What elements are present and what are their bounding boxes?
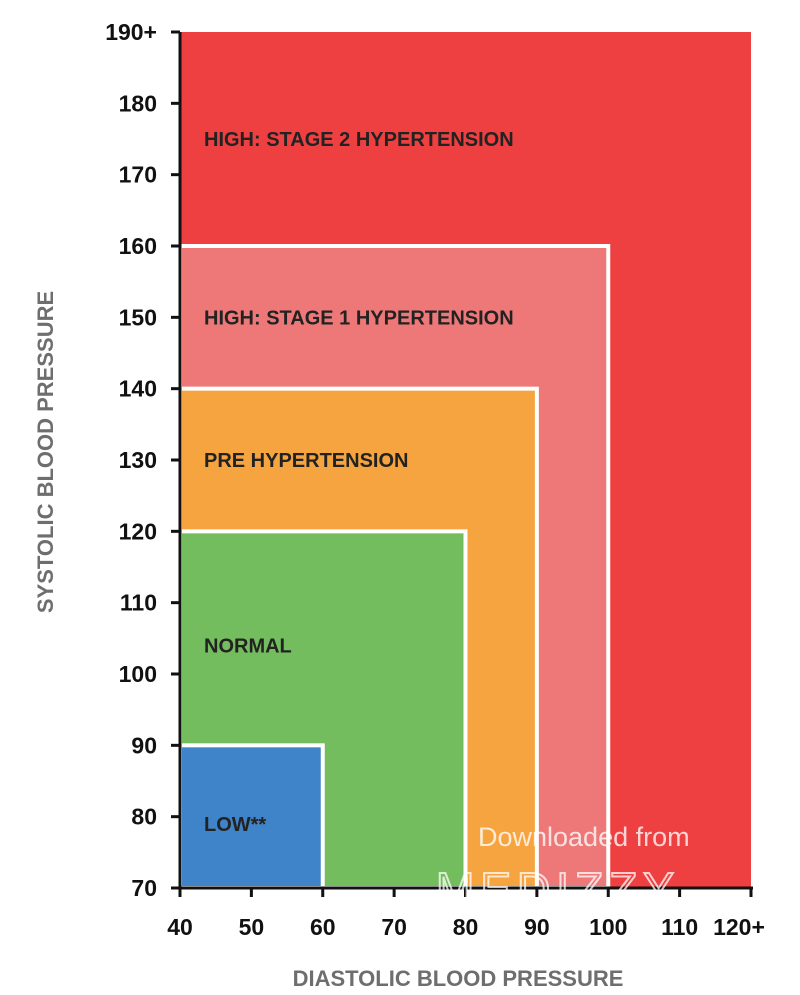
x-axis-title: DIASTOLIC BLOOD PRESSURE [293, 966, 624, 991]
zone-label-pre-hypertension: PRE HYPERTENSION [204, 450, 408, 472]
y-tick-label: 70 [131, 875, 157, 901]
y-tick-label: 80 [131, 804, 157, 830]
zone-label-high-stage-2-hypertension: HIGH: STAGE 2 HYPERTENSION [204, 129, 514, 151]
y-tick-label: 190+ [105, 19, 157, 45]
y-tick-label: 170 [119, 162, 157, 188]
x-tick-label: 90 [524, 914, 550, 940]
x-tick-label: 80 [453, 914, 479, 940]
y-tick-label: 180 [119, 90, 157, 116]
x-tick-label: 100 [589, 914, 627, 940]
x-tick-label: 40 [167, 914, 193, 940]
watermark-text: Downloaded from [478, 822, 690, 852]
y-tick-label: 100 [119, 661, 157, 687]
ticks-layer: 70 80 90 100 110 120 130 140 150 160 170 180 190+ 40 5… [105, 19, 765, 940]
x-tick-label: 50 [239, 914, 265, 940]
y-tick-label: 110 [120, 590, 157, 616]
y-tick-label: 120 [119, 518, 157, 544]
zones-layer [178, 32, 751, 890]
x-tick-label: 120+ [713, 914, 765, 940]
x-tick-label: 60 [310, 914, 336, 940]
y-tick-label: 130 [119, 447, 157, 473]
y-tick-label: 150 [119, 304, 157, 330]
x-tick-label: 70 [381, 914, 407, 940]
zone-label-low: LOW** [204, 814, 266, 836]
zone-label-high-stage-1-hypertension: HIGH: STAGE 1 HYPERTENSION [204, 307, 514, 329]
y-tick-label: 90 [131, 732, 157, 758]
y-tick-label: 140 [119, 376, 157, 402]
zone-labels-layer: HIGH: STAGE 2 HYPERTENSION HIGH: STAGE 1 … [204, 129, 514, 836]
zone-label-normal: NORMAL [204, 635, 292, 657]
watermark: Downloaded from MEDIZZY [435, 822, 690, 916]
y-tick-label: 160 [119, 233, 157, 259]
y-axis-title: SYSTOLIC BLOOD PRESSURE [33, 291, 58, 613]
watermark-brand: MEDIZZY [436, 863, 680, 915]
x-tick-label: 110 [661, 914, 698, 940]
